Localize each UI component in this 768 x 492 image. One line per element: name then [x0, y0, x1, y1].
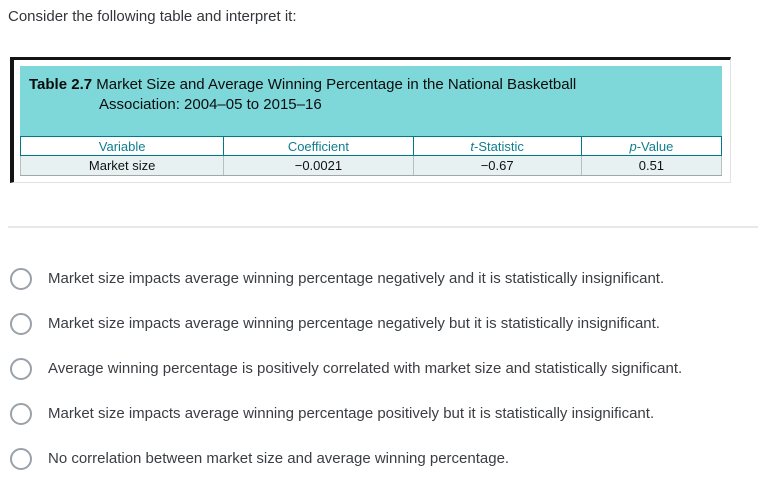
table-cell: Market size	[19, 155, 225, 176]
table-column-header: p-Value	[580, 136, 723, 156]
answer-option-2[interactable]: Market size impacts average winning perc…	[10, 312, 758, 335]
answer-option-1[interactable]: Market size impacts average winning perc…	[10, 267, 758, 290]
table-title-line2: Association: 2004–05 to 2015–16	[99, 96, 322, 113]
results-table: Variable Coefficient t-Statistic p-Value Ma…	[19, 136, 723, 176]
table-column-header: Variable	[19, 136, 225, 156]
answer-option-label: No correlation between market size and a…	[48, 450, 510, 467]
radio-button-icon[interactable]	[10, 447, 32, 470]
answer-option-4[interactable]: Market size impacts average winning perc…	[10, 402, 758, 425]
radio-button-icon[interactable]	[10, 267, 32, 290]
radio-button-icon[interactable]	[10, 357, 32, 380]
radio-button-icon[interactable]	[10, 312, 32, 335]
radio-button-icon[interactable]	[10, 402, 32, 425]
table-title-text: Market Size and Average Winning Percenta…	[92, 76, 577, 93]
table-cell: −0.67	[412, 155, 582, 176]
table-figure: Table 2.7 Market Size and Average Winnin…	[10, 57, 731, 183]
answer-option-label: Market size impacts average winning perc…	[48, 315, 660, 332]
table-cell: −0.0021	[223, 155, 414, 176]
table-column-header: Coefficient	[223, 136, 414, 156]
answer-option-label: Market size impacts average winning perc…	[48, 405, 655, 422]
table-header-row: Variable Coefficient t-Statistic p-Value	[19, 136, 723, 156]
answer-options-list: Market size impacts average winning perc…	[10, 267, 758, 492]
answer-option-3[interactable]: Average winning percentage is positively…	[10, 357, 758, 380]
question-text: Consider the following table and interpr…	[8, 8, 297, 25]
table-title-banner: Table 2.7 Market Size and Average Winnin…	[20, 66, 722, 136]
answer-option-label: Market size impacts average winning perc…	[48, 270, 665, 287]
table-cell: 0.51	[580, 155, 723, 176]
table-row: Market size −0.0021 −0.67 0.51	[19, 155, 723, 176]
table-column-header: t-Statistic	[412, 136, 582, 156]
section-divider	[8, 226, 758, 228]
table-number-label: Table 2.7	[29, 76, 93, 93]
answer-option-label: Average winning percentage is positively…	[48, 360, 683, 377]
answer-option-5[interactable]: No correlation between market size and a…	[10, 447, 758, 470]
